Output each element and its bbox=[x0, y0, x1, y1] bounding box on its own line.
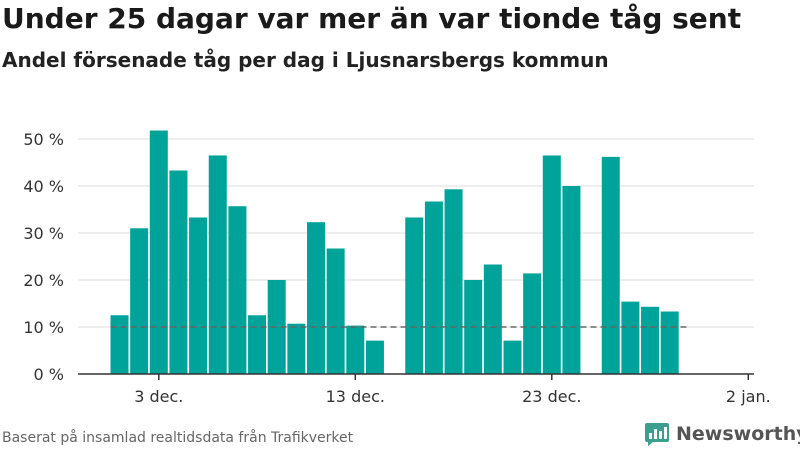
bar bbox=[287, 323, 306, 374]
x-axis-labels: 3 dec. 13 dec. 23 dec. 2 jan. bbox=[134, 387, 770, 406]
x-tick-label: 3 dec. bbox=[134, 387, 183, 406]
bar bbox=[149, 130, 168, 374]
brand-logo[interactable]: Newsworthy bbox=[644, 420, 800, 448]
bar bbox=[365, 340, 384, 374]
y-tick-label: 0 % bbox=[34, 365, 64, 384]
bar bbox=[307, 222, 325, 374]
y-axis-labels: 0 % 10 % 20 % 30 % 40 % 50 % bbox=[23, 130, 64, 384]
bar bbox=[267, 280, 286, 374]
bar bbox=[130, 228, 149, 374]
bar bbox=[444, 189, 463, 374]
chart-subtitle: Andel försenade tåg per dag i Ljusnarsbe… bbox=[2, 48, 609, 72]
bar bbox=[483, 264, 502, 374]
bar bbox=[208, 155, 227, 374]
bar bbox=[523, 273, 542, 374]
source-note: Baserat på insamlad realtidsdata från Tr… bbox=[2, 430, 354, 446]
bar bbox=[503, 340, 522, 374]
bar bbox=[424, 201, 443, 374]
y-tick-label: 50 % bbox=[23, 130, 64, 149]
bar bbox=[562, 186, 581, 374]
newsworthy-logo-icon bbox=[645, 423, 669, 446]
x-tick-label: 23 dec. bbox=[522, 387, 581, 406]
y-tick-label: 30 % bbox=[23, 224, 64, 243]
bar bbox=[405, 217, 424, 374]
bars bbox=[110, 130, 679, 374]
x-tick-label: 2 jan. bbox=[726, 387, 771, 406]
bar bbox=[641, 306, 660, 374]
bar bbox=[542, 155, 561, 374]
y-tick-label: 10 % bbox=[23, 318, 64, 337]
bar bbox=[660, 311, 679, 374]
bar bbox=[169, 170, 188, 374]
bar bbox=[601, 156, 620, 374]
bar bbox=[110, 315, 129, 374]
x-axis bbox=[78, 373, 754, 380]
y-tick-label: 20 % bbox=[23, 271, 64, 290]
bar bbox=[228, 206, 247, 374]
bar bbox=[326, 248, 345, 374]
bar bbox=[346, 325, 365, 374]
bar bbox=[189, 217, 208, 374]
y-tick-label: 40 % bbox=[23, 177, 64, 196]
x-tick-label: 13 dec. bbox=[326, 387, 385, 406]
bar bbox=[621, 301, 640, 374]
brand-name: Newsworthy bbox=[676, 423, 800, 445]
bar bbox=[248, 315, 267, 374]
chart-title: Under 25 dagar var mer än var tionde tåg… bbox=[2, 2, 742, 35]
